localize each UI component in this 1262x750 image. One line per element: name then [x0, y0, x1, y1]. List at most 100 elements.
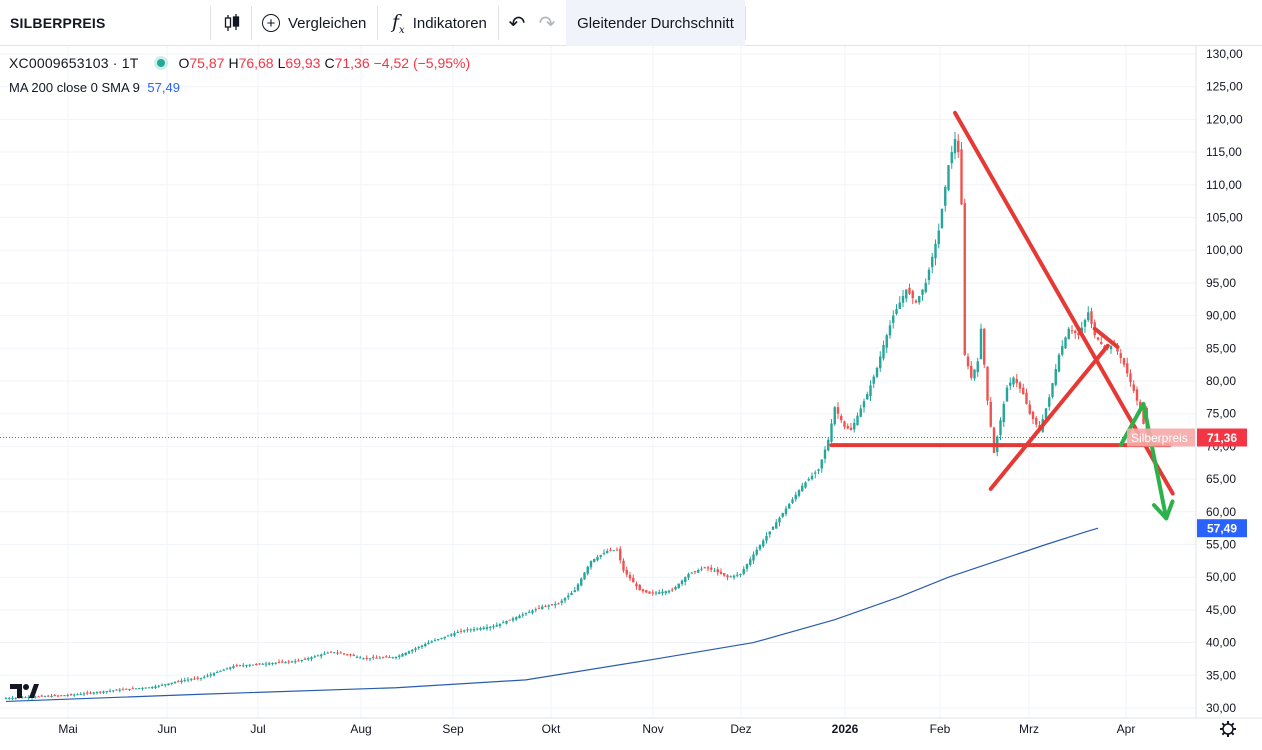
- candle-body: [596, 556, 599, 561]
- candle-body: [73, 694, 76, 696]
- low-value: 69,93: [285, 55, 321, 71]
- candle-body: [326, 652, 329, 654]
- candle-body: [986, 366, 989, 401]
- candle-body: [193, 678, 196, 680]
- symbol-name[interactable]: SILBERPREIS: [10, 15, 106, 31]
- candle-body: [1028, 404, 1031, 414]
- compare-button[interactable]: + Vergleichen: [256, 0, 372, 46]
- indicators-button[interactable]: fx Indikatoren: [386, 0, 493, 46]
- candle-body: [749, 559, 752, 565]
- candle-body: [294, 661, 297, 663]
- candle-body: [411, 649, 414, 652]
- candle-body: [762, 540, 765, 547]
- candle-body: [1077, 332, 1080, 336]
- candle-body: [827, 439, 830, 451]
- candle-body: [567, 595, 570, 598]
- chart-type-button[interactable]: [216, 0, 248, 46]
- candle-body: [40, 695, 43, 697]
- candle-body: [1096, 337, 1100, 340]
- candle-body: [307, 658, 310, 660]
- candle-body: [151, 687, 154, 689]
- x-tick-label: Jul: [250, 722, 265, 736]
- y-tick-label: 120,00: [1206, 112, 1243, 126]
- candle-body: [1051, 383, 1054, 397]
- candle-body: [164, 684, 167, 686]
- candle-body: [459, 630, 463, 632]
- x-tick-label: Sep: [442, 722, 464, 736]
- moving-average-button[interactable]: Gleitender Durchschnitt: [566, 0, 745, 46]
- candle-body: [245, 665, 248, 667]
- candle-body: [86, 692, 89, 694]
- candle-body: [53, 695, 56, 697]
- candle-body: [154, 686, 157, 689]
- candle-body: [830, 423, 833, 442]
- last-price-value: 71,36: [1207, 431, 1237, 445]
- candle-body: [671, 589, 674, 591]
- candle-body: [999, 420, 1002, 436]
- candle-body: [404, 652, 407, 655]
- candle-body: [713, 570, 716, 572]
- candle-body: [167, 683, 170, 686]
- toolbar-divider: [251, 6, 252, 40]
- candle-body: [352, 654, 355, 656]
- candle-body: [323, 653, 326, 655]
- fx-icon: fx: [392, 10, 405, 36]
- candle-body: [446, 635, 450, 637]
- candle-body: [271, 663, 274, 665]
- candle-body: [1025, 392, 1028, 404]
- candle-body: [463, 630, 466, 632]
- candle-body: [820, 459, 823, 469]
- tradingview-logo-icon[interactable]: [8, 680, 40, 702]
- candle-body: [576, 584, 580, 591]
- candle-body: [43, 696, 47, 698]
- candle-body: [479, 628, 482, 630]
- ma-legend[interactable]: MA 200 close 0 SMA 9 57,49: [9, 80, 180, 95]
- candle-body: [391, 657, 394, 659]
- candle-body: [586, 566, 589, 574]
- candle-body: [580, 578, 583, 586]
- candle-body: [424, 644, 427, 647]
- candle-body: [216, 672, 219, 674]
- candle-body: [687, 573, 690, 578]
- candle-body: [788, 503, 791, 509]
- settings-gear-icon[interactable]: [1220, 721, 1236, 737]
- candle-body: [736, 574, 739, 576]
- series-label-bg: [1127, 428, 1195, 447]
- candle-body: [528, 611, 531, 613]
- candle-body: [69, 694, 73, 696]
- undo-icon: ↶: [508, 12, 526, 35]
- candle-body: [177, 681, 180, 683]
- y-tick-label: 50,00: [1206, 570, 1236, 584]
- indicators-label: Indikatoren: [412, 14, 487, 32]
- x-tick-label: 2026: [832, 722, 859, 736]
- candle-body: [547, 605, 550, 607]
- candle-body: [1087, 312, 1090, 321]
- candle-body: [791, 499, 794, 503]
- candle-body: [128, 688, 131, 691]
- open-value: 75,87: [189, 55, 225, 71]
- candle-body: [989, 401, 992, 427]
- candle-body: [225, 668, 229, 670]
- ma-label: MA 200 close 0 SMA 9: [9, 80, 140, 95]
- candle-body: [911, 291, 914, 299]
- candle-body: [797, 490, 801, 496]
- candle-body: [232, 666, 235, 668]
- low-label: L: [277, 55, 286, 71]
- y-tick-label: 90,00: [1206, 309, 1236, 323]
- candle-body: [95, 692, 99, 694]
- trend-line-drawing: [1092, 326, 1120, 349]
- candle-body: [401, 654, 404, 657]
- candle-body: [489, 626, 492, 628]
- candle-body: [1122, 358, 1126, 365]
- candle-body: [1083, 319, 1087, 327]
- candle-body: [1009, 382, 1012, 386]
- x-tick-label: Okt: [542, 722, 561, 736]
- undo-button[interactable]: ↶: [503, 0, 531, 46]
- candle-body: [112, 690, 115, 692]
- candle-body: [550, 604, 554, 606]
- candle-body: [160, 684, 164, 686]
- redo-button[interactable]: ↷: [533, 0, 561, 46]
- candle-body: [108, 690, 112, 692]
- candle-body: [388, 656, 391, 658]
